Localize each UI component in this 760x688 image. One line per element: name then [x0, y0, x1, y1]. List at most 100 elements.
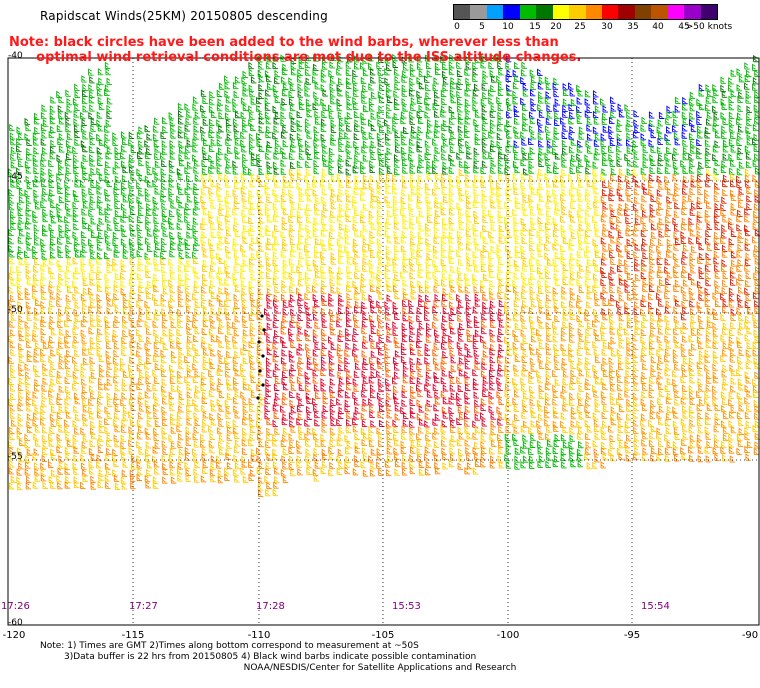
wind-barb [408, 306, 415, 314]
wind-barb [418, 69, 425, 78]
wind-barb [360, 273, 367, 281]
wind-barb [378, 384, 384, 393]
wind-barb [208, 193, 215, 202]
wind-barb [361, 293, 368, 301]
wind-barb [104, 229, 110, 238]
wind-barb [280, 327, 287, 335]
wind-barb [346, 140, 352, 148]
wind-barb [401, 390, 408, 398]
wind-barb [377, 321, 384, 329]
wind-barb [584, 229, 591, 238]
wind-barb [58, 425, 64, 433]
wind-barb [313, 384, 320, 392]
wind-barb [129, 154, 135, 162]
wind-barb [201, 327, 208, 335]
wind-barb [32, 245, 38, 253]
wind-barb [650, 145, 656, 153]
wind-barb [386, 426, 392, 434]
wind-barb [224, 82, 230, 90]
wind-barb [442, 265, 448, 273]
wind-barb [522, 259, 529, 267]
wind-barb [258, 91, 264, 99]
wind-barb [545, 398, 551, 406]
wind-barb [281, 377, 287, 385]
wind-barb [472, 368, 478, 377]
wind-barb [26, 147, 32, 155]
wind-barb [449, 137, 455, 146]
wind-barb [682, 306, 688, 314]
wind-barb [34, 369, 41, 378]
wind-barb [385, 138, 391, 146]
wind-barb [603, 404, 609, 412]
wind-barb [178, 200, 184, 209]
wind-barb [145, 432, 152, 440]
wind-barb [81, 378, 87, 386]
wind-barb [120, 131, 127, 139]
wind-barb [370, 189, 377, 197]
wind-barb [290, 425, 296, 433]
wind-barb [650, 314, 656, 322]
wind-barb [104, 251, 110, 260]
wind-barb [745, 160, 752, 169]
wind-barb [633, 426, 639, 434]
wind-barb [672, 378, 678, 386]
wind-barb [218, 286, 224, 295]
wind-barb [242, 343, 249, 351]
wind-barb [368, 131, 375, 140]
wind-barb [168, 209, 175, 217]
wind-barb [577, 215, 584, 223]
wind-barb [193, 425, 200, 434]
wind-barb [208, 425, 214, 433]
wind-barb [97, 158, 103, 166]
wind-barb [330, 174, 337, 183]
wind-barb [48, 130, 55, 139]
wind-barb [362, 237, 369, 246]
wind-barb [418, 285, 425, 293]
wind-barb [569, 278, 575, 286]
wind-barb [25, 371, 31, 379]
wind-barb [674, 398, 680, 406]
wind-barb [273, 335, 279, 344]
wind-barb [658, 314, 664, 322]
wind-barb [281, 340, 288, 349]
wind-barb [81, 336, 87, 344]
wind-barb [600, 98, 606, 106]
wind-barb [106, 203, 113, 211]
wind-barb [241, 76, 247, 85]
wind-barb [282, 265, 289, 274]
wind-barb [640, 132, 647, 141]
wind-barb [354, 124, 360, 132]
wind-barb [465, 307, 472, 315]
wind-barb [120, 447, 126, 455]
wind-barb [178, 158, 185, 167]
wind-barb [35, 298, 41, 307]
wind-barb [106, 411, 113, 420]
wind-barb [120, 287, 127, 295]
wind-barb [602, 341, 609, 349]
wind-barb [728, 222, 734, 230]
wind-barb [408, 202, 414, 211]
wind-barb [48, 180, 55, 188]
wind-barb [225, 251, 232, 259]
wind-barb [738, 427, 745, 435]
wind-barb [504, 223, 511, 231]
wind-barb [160, 299, 166, 307]
wind-barb [392, 258, 398, 266]
wind-barb [352, 76, 358, 84]
wind-barb [744, 207, 750, 216]
wind-barb [74, 103, 80, 111]
wind-barb [721, 348, 728, 357]
wind-barb [433, 236, 439, 244]
wind-barb [32, 291, 38, 300]
wind-barb [386, 84, 392, 92]
wind-barb [114, 160, 121, 169]
wind-barb [697, 280, 703, 288]
wind-barb [538, 182, 544, 190]
wind-barb [281, 151, 288, 160]
wind-barb [672, 153, 678, 161]
wind-barb [321, 279, 327, 288]
wind-barb [736, 68, 742, 76]
wind-barb [234, 301, 240, 309]
wind-barb [595, 355, 601, 363]
wind-barb [560, 391, 566, 399]
